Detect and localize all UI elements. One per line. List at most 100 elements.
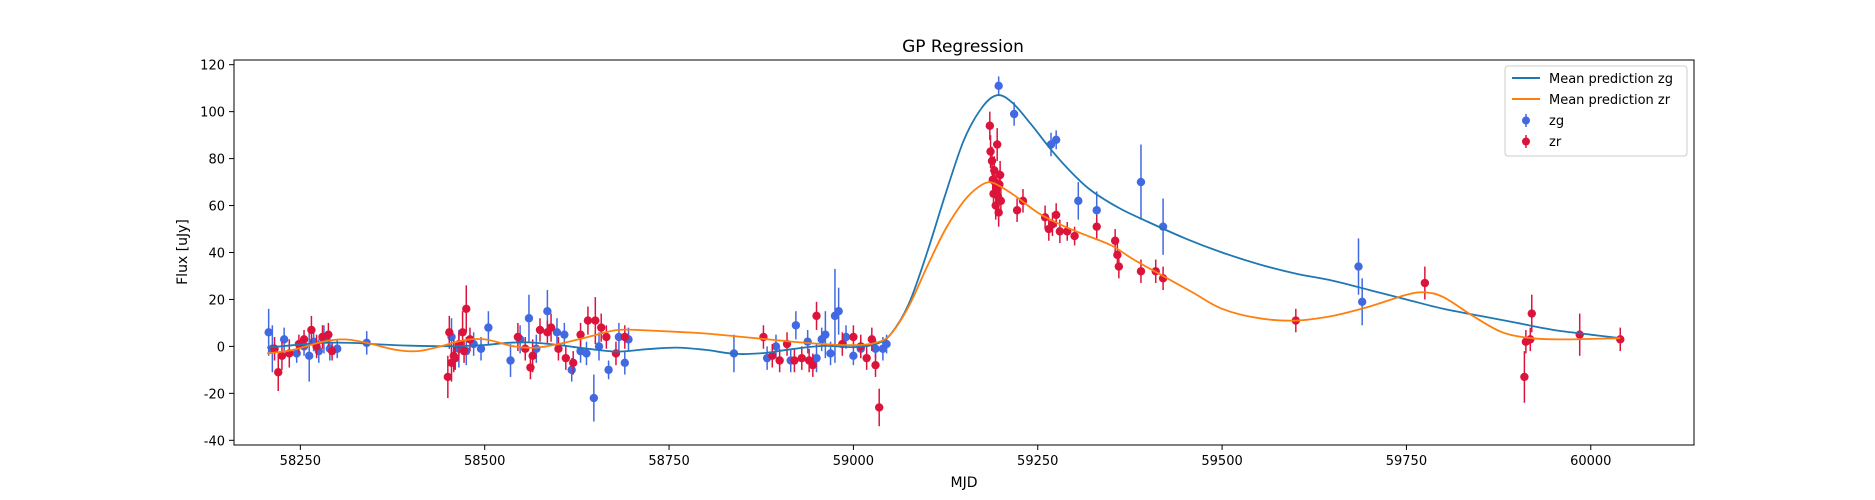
x-tick-label: 58750 [648,454,689,469]
data-point [1357,297,1367,306]
data-point [821,330,830,339]
data-point [812,353,821,363]
legend-swatch-zr-marker [1522,137,1530,146]
data-point [602,332,611,342]
plot-frame [233,59,1695,446]
data-point [484,323,493,332]
x-tick-label: 58500 [464,454,505,469]
y-tick-label: 100 [200,106,225,121]
data-point [546,323,556,332]
data-point [561,353,571,363]
data-point [986,147,995,156]
data-point [305,351,314,360]
data-point [620,332,630,342]
x-tick-label: 59500 [1201,454,1242,469]
data-point [591,316,600,325]
data-point [554,344,563,353]
data-point [583,316,593,325]
x-tick-label: 59000 [833,454,874,469]
data-point [611,349,621,358]
data-point [1527,309,1536,318]
legend-label-zg-points: zg [1549,114,1564,129]
legend-box [1504,65,1688,157]
data-point [862,353,871,363]
data-point [1114,262,1124,271]
data-point [871,344,880,353]
data-point [1074,196,1083,206]
data-point [589,393,599,403]
data-point [560,330,569,339]
y-axis-label: Flux [uJy] [175,219,191,285]
y-tick-label: 120 [200,59,225,74]
y-tick-label: -40 [204,434,225,449]
plot-area [264,76,1625,427]
data-point [506,356,515,365]
data-point [1616,335,1625,344]
data-point [524,314,534,323]
data-point [875,403,884,412]
data-point [274,368,283,377]
data-point [1092,206,1101,215]
data-point [324,330,333,339]
data-point [299,335,309,344]
data-point [535,325,545,335]
data-point [279,335,289,344]
x-axis: 58250 58500 58750 59000 59250 59500 59750 60000 [280,445,1611,469]
data-point [1136,177,1146,187]
data-point [459,346,469,356]
data-point [1055,227,1065,236]
data-point [841,332,851,342]
data-point [768,351,777,360]
x-tick-label: 58250 [280,454,321,469]
data-point [995,170,1005,180]
data-point [1113,250,1122,260]
data-point [451,353,460,363]
data-point [992,140,1002,149]
line-mean-prediction-zg [267,94,1621,355]
data-point [775,356,784,365]
data-point [1110,236,1120,245]
y-tick-label: 0 [217,340,225,355]
data-point [513,332,523,342]
data-point [476,344,486,353]
data-point [1070,231,1079,241]
data-point [597,323,606,332]
data-point [1092,222,1101,231]
data-point [264,328,273,337]
data-point [1420,278,1430,288]
y-tick-label: 60 [208,200,225,215]
data-point [521,344,530,353]
data-point [543,306,552,316]
data-point [791,321,801,330]
data-point [1051,210,1061,220]
data-point [834,306,843,316]
data-point [568,358,578,368]
data-point [458,328,467,337]
legend: Mean prediction zg Mean prediction zr zg… [1504,65,1688,157]
x-tick-label: 60000 [1570,454,1611,469]
data-point [808,360,818,370]
data-point [620,358,630,368]
data-point [803,337,812,346]
data-point [812,311,821,321]
data-point [826,349,835,358]
data-point [1354,262,1363,271]
data-point [1575,330,1584,339]
chart-title: GP Regression [902,37,1024,57]
data-point [1520,372,1529,382]
data-point [462,304,471,314]
y-tick-label: 40 [208,247,225,262]
data-point [567,365,576,375]
data-point [443,372,453,382]
data-point [849,351,858,360]
series-zg [264,76,1367,422]
data-point [771,342,781,351]
data-point [994,81,1003,91]
data-point [985,121,995,130]
data-point [327,346,337,356]
data-point [1012,206,1022,215]
data-point [1136,267,1146,276]
y-axis: -40 -20 0 20 40 60 80 100 120 [200,59,234,449]
x-axis-label: MJD [951,475,978,491]
